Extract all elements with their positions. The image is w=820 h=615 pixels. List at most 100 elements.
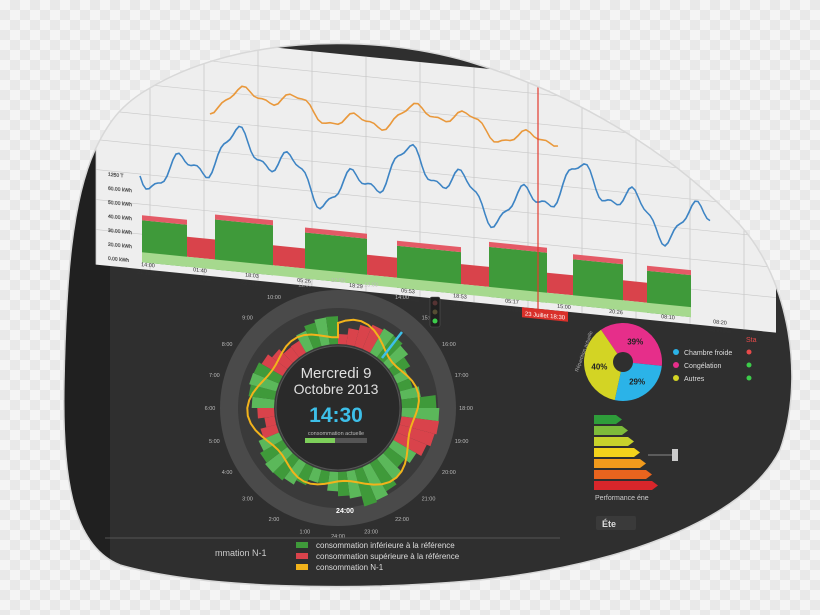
pie-chart[interactable]: 39%29%40% Répartition actuelle Chambre f… [574, 322, 757, 402]
dial-segment [397, 424, 435, 447]
x-axis-time: 18:03 [245, 273, 259, 280]
pie-slice-label: 39% [627, 337, 643, 346]
energy-bar [594, 415, 622, 424]
pie-slice [614, 362, 662, 402]
bar-light [547, 292, 573, 306]
dial-segment [376, 453, 403, 480]
footer-left-label: mmation N-1 [215, 548, 267, 558]
dial-segment [271, 349, 293, 370]
x-axis-date: 22 Juillet [241, 280, 263, 288]
bar-peak [573, 254, 623, 265]
dial-segment [354, 324, 371, 349]
energy-bar [594, 437, 634, 446]
highlight-date-badge[interactable] [522, 307, 568, 322]
x-axis-time: 20:26 [609, 309, 623, 316]
y-axis-label: 60.00 kWh [108, 186, 132, 194]
energy-performance-label [594, 415, 658, 490]
x-axis-time: 01:40 [193, 267, 207, 274]
pie-slice-label: 29% [629, 377, 645, 386]
footer-button[interactable] [596, 516, 636, 530]
dial-hour-label: 22:00 [395, 517, 409, 523]
energy-bar [594, 481, 658, 490]
dial-hour-label: 3:00 [242, 497, 253, 503]
dial-hour-label: 15:00 [422, 316, 436, 322]
dial-hour-label: 4:00 [222, 470, 233, 476]
dial-hour-label: 11:00 [298, 282, 311, 288]
pie-hole [613, 352, 633, 372]
pie-slice-label: 40% [591, 363, 607, 372]
x-axis-time: 08:20 [713, 319, 727, 326]
pie-slices: 39% 29% 40% [584, 322, 663, 402]
bar-light [187, 256, 215, 270]
dial-segment [249, 372, 279, 392]
dial-hour-label: 5:00 [209, 439, 220, 445]
pie-slice [600, 322, 663, 366]
dial-segment [388, 440, 417, 464]
legend-label: Chambre froide [684, 350, 732, 357]
dial-segment [397, 378, 413, 392]
bar-light [215, 259, 273, 276]
dial-segment [314, 317, 330, 347]
bar-red [367, 254, 397, 278]
dial-hour-label: 6:00 [205, 406, 216, 412]
dial-hour-label: 21:00 [422, 497, 436, 503]
energy-caption: Performance éne [595, 495, 649, 502]
x-axis-time: 18:53 [453, 293, 467, 300]
dial-segment [258, 432, 283, 451]
x-axis-time: 08:10 [661, 314, 675, 321]
dial-hour-label: 12:00 [331, 278, 345, 284]
dial-month-text: Octobre 2013 [294, 381, 379, 397]
dial-segment [283, 346, 300, 363]
x-axis-date: 26 Juillet [709, 327, 731, 335]
grid-hline [96, 109, 776, 178]
x-axis-time: 05:17 [505, 299, 519, 306]
y-axis-label: 0.00 kWh [108, 256, 129, 264]
status-dot-green-2 [746, 375, 752, 381]
x-axis-time: 18:29 [349, 283, 363, 290]
dial-hour-label: 19:00 [455, 439, 469, 445]
bar-red [547, 272, 573, 296]
status-dot-red [746, 349, 752, 355]
y-axis-label: 40.00 kWh [108, 214, 132, 222]
dial-gauge-track [305, 438, 367, 443]
bar-light [489, 286, 547, 303]
bar-light [142, 252, 187, 267]
dial-hour-label: 10:00 [267, 295, 281, 301]
dial-hour-label: 7:00 [209, 373, 220, 379]
bar-light [367, 274, 397, 288]
dial-hour-label: 14:00 [395, 295, 409, 301]
legend-dot [673, 375, 679, 381]
footer-right-text: Éte [602, 519, 616, 529]
dial-segment [362, 324, 384, 353]
x-axis-date: 25 Juillet [605, 317, 627, 325]
x-axis-date: 25 Juillet [501, 306, 523, 314]
dial-hour-label: 13:00 [364, 282, 378, 288]
x-axis-date: 26 Juillet [657, 322, 679, 330]
bar-peak [215, 214, 273, 226]
y-axis-label: 20.00 kWh [108, 242, 132, 250]
dial-gauge-fill [305, 438, 335, 443]
bar-light [397, 277, 461, 295]
bar-red [273, 245, 305, 269]
dial-segment [257, 408, 275, 419]
dial-segment [383, 446, 405, 468]
dial-date-block: Mercredi 9 Octobre 2013 [294, 365, 379, 397]
dial-reference-line [246, 318, 420, 486]
dial-gauge-label: consommation actuelle [308, 431, 364, 437]
pie-legend: Chambre froide Congélation Autres [673, 349, 732, 383]
dial-segment [399, 386, 421, 400]
dial-segment [401, 408, 440, 422]
y-axis-label: 30.00 kWh [108, 228, 132, 236]
footer-legend-label: consommation inférieure à la référence [316, 541, 455, 550]
dial-segment [370, 458, 397, 492]
energy-bar [594, 448, 640, 457]
y-axis-label: 1250 T [108, 172, 123, 180]
dial-hour-labels: 12:00 13:00 14:00 15:00 16:00 17:00 18:00 19:00… [205, 278, 473, 540]
y-axis-labels: 1250 T 60.00 kWh 50.00 kWh 40.00 kWh 30.00 k… [108, 172, 132, 264]
footer-legend-swatch [296, 564, 308, 570]
bar-peak [397, 240, 461, 253]
dial-hour-label: 18:00 [459, 406, 473, 412]
dial-segment [251, 396, 275, 408]
bar-peak [142, 215, 187, 225]
